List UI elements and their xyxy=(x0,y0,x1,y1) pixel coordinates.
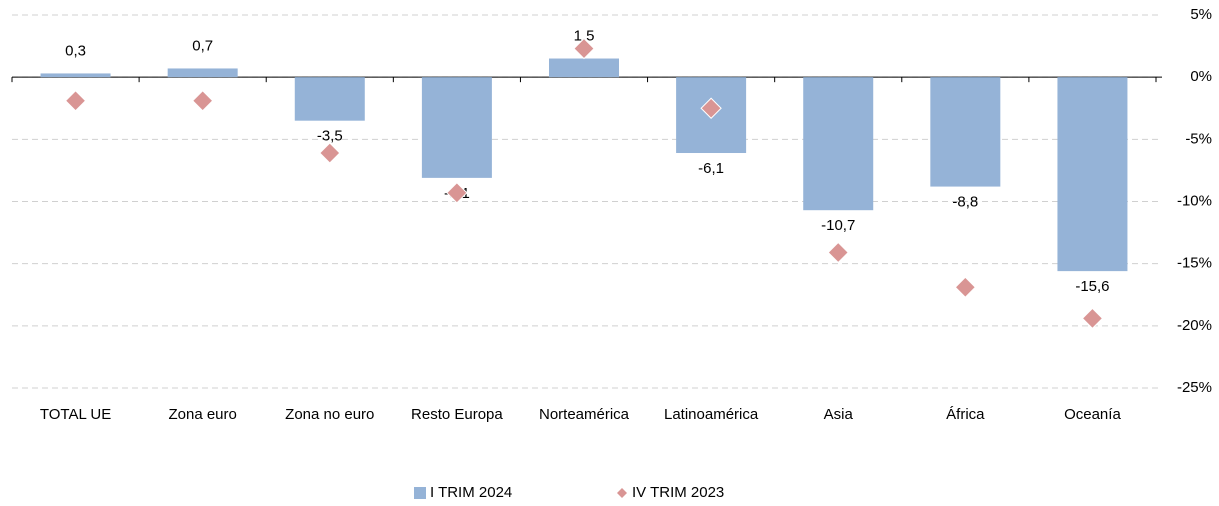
data-label: 1,5 xyxy=(574,27,595,44)
diamond-marker xyxy=(827,241,849,264)
data-label: 0,3 xyxy=(65,42,86,59)
y-tick-label: 0% xyxy=(1190,68,1212,85)
diamond-marker xyxy=(954,276,977,298)
data-label: -3,5 xyxy=(317,128,343,145)
bar xyxy=(421,77,492,178)
diamond-marker xyxy=(446,182,468,204)
data-label: -8,8 xyxy=(952,194,978,211)
diamond-marker xyxy=(319,142,341,164)
diamond-marker xyxy=(191,90,214,112)
data-label: 0,7 xyxy=(192,37,213,54)
x-tick-label: Zona no euro xyxy=(285,406,374,423)
bar xyxy=(1057,77,1128,272)
legend-swatch xyxy=(617,488,627,498)
y-tick-label: -10% xyxy=(1177,192,1212,209)
x-tick-label: Oceanía xyxy=(1064,406,1121,423)
bar xyxy=(803,77,874,211)
x-tick-label: Latinoamérica xyxy=(664,406,759,423)
x-tick-label: Norteamérica xyxy=(539,406,630,423)
legend-swatch xyxy=(414,487,426,499)
bar xyxy=(167,68,238,78)
bar xyxy=(40,73,111,78)
diamond-marker xyxy=(700,97,722,119)
x-tick-label: TOTAL UE xyxy=(40,406,111,423)
bar xyxy=(549,58,619,78)
y-tick-label: 5% xyxy=(1190,6,1212,23)
x-tick-label: Zona euro xyxy=(168,406,236,423)
diamond-marker xyxy=(1081,307,1104,330)
y-tick-label: -15% xyxy=(1177,255,1212,272)
bar xyxy=(930,77,1001,187)
data-label: -10,7 xyxy=(821,217,855,234)
y-tick-label: -5% xyxy=(1185,130,1212,147)
legend-label: I TRIM 2024 xyxy=(430,484,512,501)
y-tick-label: -20% xyxy=(1177,317,1212,334)
data-label: -15,6 xyxy=(1075,278,1109,295)
data-label: -6,1 xyxy=(698,160,724,177)
diamond-marker xyxy=(64,90,87,112)
x-tick-label: África xyxy=(946,406,985,423)
x-tick-label: Asia xyxy=(824,406,854,423)
y-tick-label: -25% xyxy=(1177,379,1212,396)
diamond-marker xyxy=(573,37,595,60)
x-tick-label: Resto Europa xyxy=(411,406,503,423)
legend-label: IV TRIM 2023 xyxy=(632,484,724,501)
bar xyxy=(294,77,365,121)
